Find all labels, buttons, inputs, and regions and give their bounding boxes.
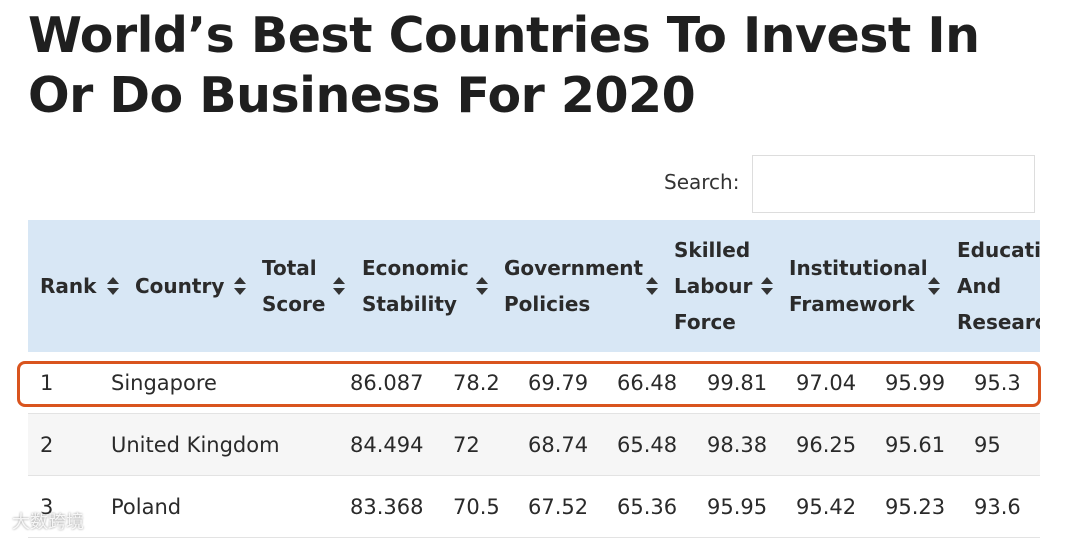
sort-icon (646, 277, 658, 284)
table-cell: 83.368 (350, 495, 424, 519)
table-row: 2 United Kingdom 84.494 72 68.74 65.48 98.38 96… (28, 414, 1040, 476)
table-cell: 66.48 (617, 371, 678, 395)
table-cell: 1 (40, 371, 54, 395)
highlight-box (17, 361, 1041, 407)
sort-icon (928, 277, 940, 284)
table-cell: 68.74 (528, 433, 589, 457)
table-cell: 78.2 (453, 371, 500, 395)
table-cell: 86.087 (350, 371, 424, 395)
search-label: Search: (664, 170, 740, 194)
table-cell: 65.48 (617, 433, 678, 457)
column-header[interactable]: Government Policies (504, 256, 644, 316)
watermark: 大数跨境 (12, 512, 84, 533)
table-cell: 95.42 (796, 495, 857, 519)
table-cell: 95.3 (974, 371, 1021, 395)
sort-icon (333, 288, 345, 295)
table-cell: 69.79 (528, 371, 589, 395)
table-cell: 2 (40, 433, 54, 457)
table-header: Rank Country Total Score Economic Stability… (28, 220, 1040, 352)
column-header[interactable]: Total Score (262, 256, 326, 316)
table-cell: 95.99 (885, 371, 946, 395)
search-input[interactable] (752, 155, 1035, 213)
table-cell: 70.5 (453, 495, 500, 519)
table-cell: Poland (111, 495, 182, 519)
table-cell: 95.95 (707, 495, 768, 519)
sort-icon (476, 288, 488, 295)
table: Rank Country Total Score Economic Stability… (28, 220, 1040, 541)
table-cell: 95.23 (885, 495, 946, 519)
column-header[interactable]: Country (135, 274, 225, 298)
title: World’s Best Countries To Invest In Or D… (28, 7, 980, 124)
table-cell: 3 (40, 495, 54, 519)
sort-icon (761, 277, 773, 284)
table-cell: 96.25 (796, 433, 857, 457)
sort-icon (107, 288, 119, 295)
column-header[interactable]: Rank (40, 274, 97, 298)
sort-icon (234, 288, 246, 295)
table-cell: 84.494 (350, 433, 424, 457)
table-cell: 97.04 (796, 371, 857, 395)
sort-icon (476, 277, 488, 284)
table-cell: United Kingdom (111, 433, 280, 457)
table-row: 3 Poland 83.368 70.5 67.52 65.36 95.95 95.42 95.… (28, 476, 1040, 538)
column-header[interactable]: Skilled Labour Force (674, 238, 753, 334)
table-cell: 99.81 (707, 371, 768, 395)
sort-icon (761, 288, 773, 295)
sort-icon (646, 288, 658, 295)
sort-icon (234, 277, 246, 284)
table-cell: Singapore (111, 371, 217, 395)
column-header[interactable]: Institutional Framework (789, 256, 928, 316)
table-cell: 72 (453, 433, 480, 457)
table-cell: 98.38 (707, 433, 768, 457)
table-cell: 93.6 (974, 495, 1021, 519)
table-cell: 67.52 (528, 495, 589, 519)
sort-icon (333, 277, 345, 284)
sort-icon (928, 288, 940, 295)
table-cell: 95.61 (885, 433, 946, 457)
table-cell: 95 (974, 433, 1001, 457)
column-header[interactable]: Economic Stability (362, 256, 469, 316)
table-cell: 65.36 (617, 495, 678, 519)
sort-icon (107, 277, 119, 284)
column-header[interactable]: Education And Research (957, 238, 1040, 334)
